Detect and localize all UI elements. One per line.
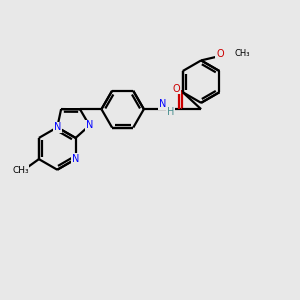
Text: N: N	[72, 154, 79, 164]
Text: CH₃: CH₃	[234, 49, 250, 58]
Text: H: H	[167, 107, 174, 117]
Text: O: O	[172, 84, 180, 94]
Text: N: N	[54, 122, 61, 132]
Text: CH₃: CH₃	[12, 166, 29, 175]
Text: N: N	[159, 99, 167, 109]
Text: O: O	[216, 49, 224, 59]
Text: N: N	[86, 120, 93, 130]
